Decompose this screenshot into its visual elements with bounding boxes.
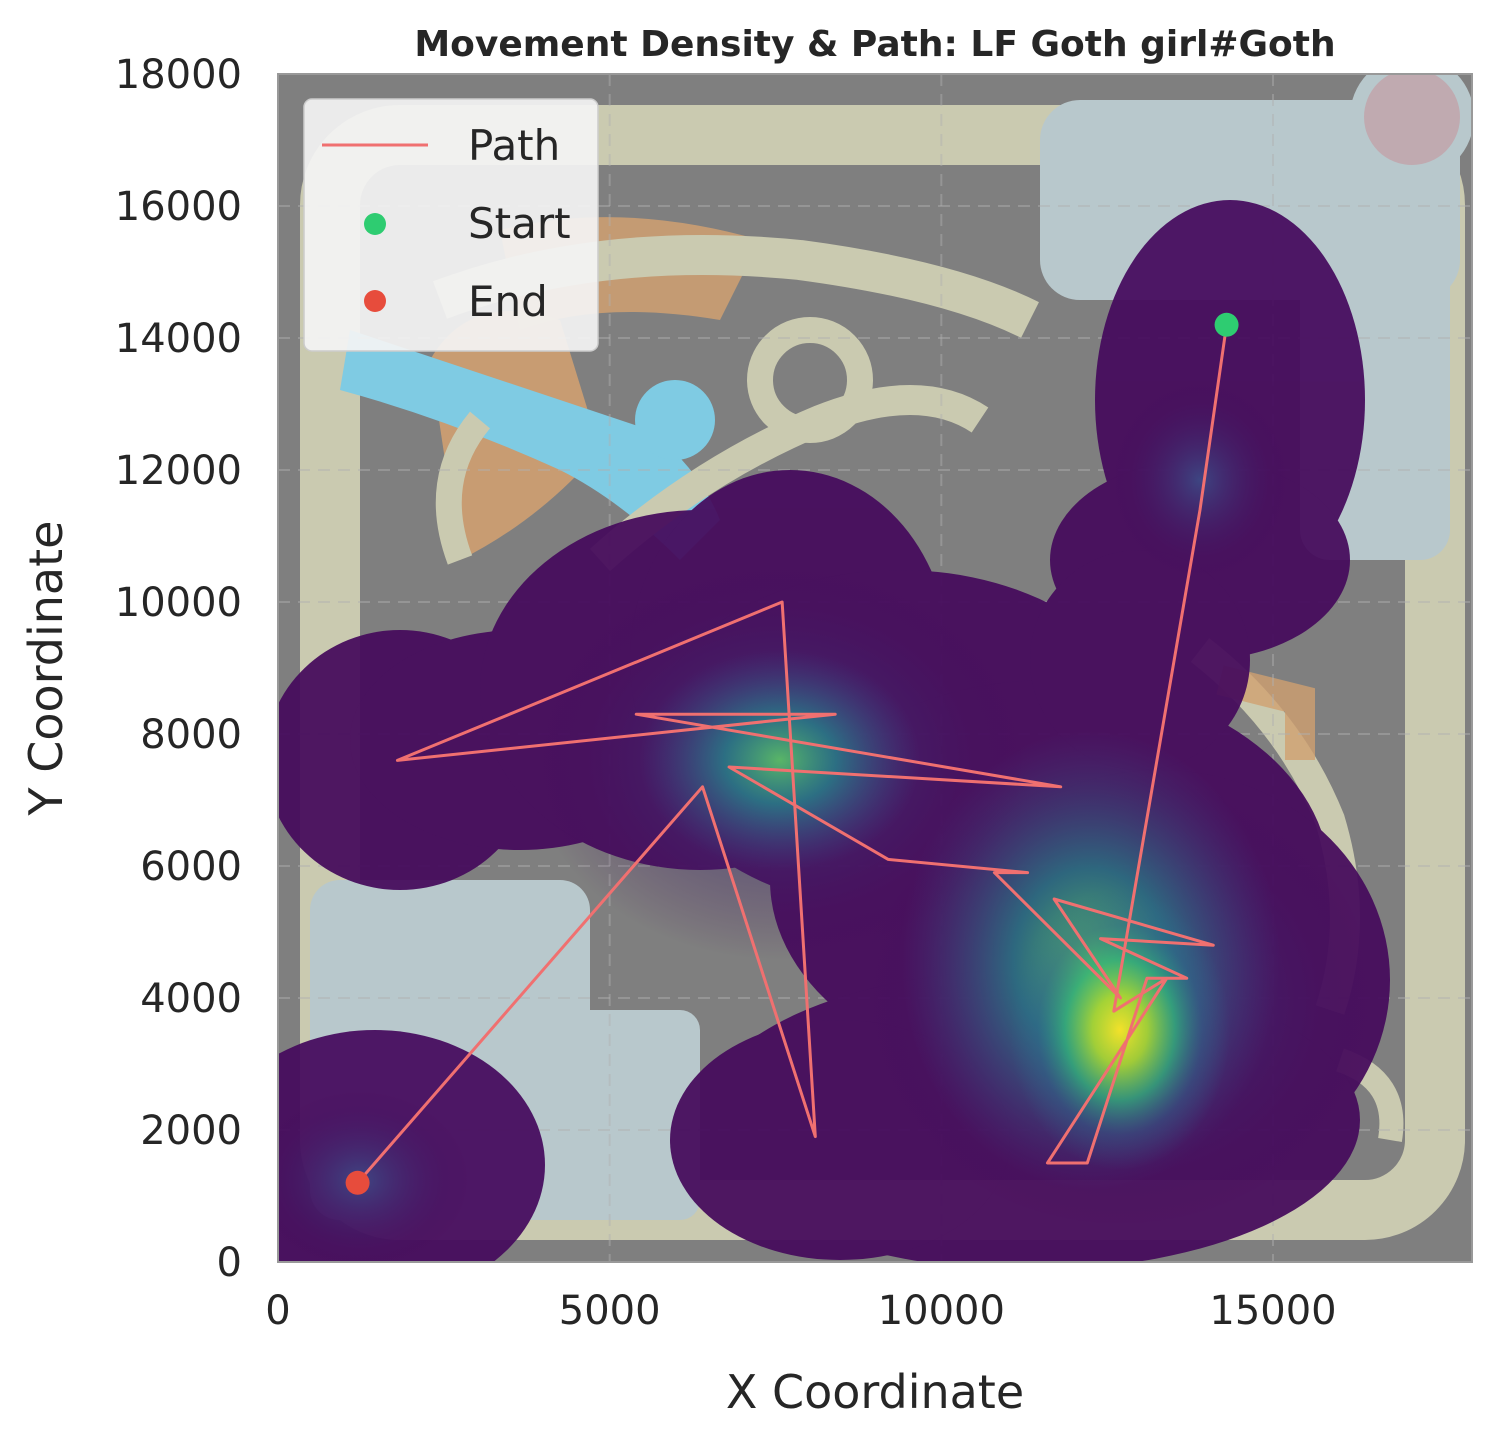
x-tick-label: 10000 [878, 1288, 1005, 1334]
y-tick-label: 0 [217, 1240, 242, 1286]
y-tick-label: 10000 [115, 580, 242, 626]
y-tick-label: 2000 [140, 1108, 242, 1154]
y-tick-label: 4000 [140, 976, 242, 1022]
legend-start-label: Start [468, 199, 571, 248]
density-overlay [278, 200, 1390, 1262]
path-layer [345, 312, 1239, 1195]
legend: Path Start End [303, 98, 599, 352]
plot-frame [277, 73, 1473, 1263]
y-tick-label: 16000 [115, 184, 242, 230]
legend-end-label: End [468, 277, 548, 326]
legend-end-swatch [364, 290, 386, 312]
x-tick-label: 5000 [559, 1288, 661, 1334]
y-tick-labels: 0 2000 4000 6000 8000 10000 12000 14000 16000 180… [115, 52, 242, 1286]
start-marker [1214, 312, 1239, 337]
chart-title: Movement Density & Path: LF Goth girl#Go… [414, 24, 1335, 65]
y-tick-label: 6000 [140, 844, 242, 890]
x-tick-labels: 0 5000 10000 15000 [265, 1288, 1336, 1334]
x-tick-label: 15000 [1209, 1288, 1336, 1334]
y-tick-label: 14000 [115, 316, 242, 362]
end-marker [345, 1170, 370, 1195]
y-axis-label: Y Coordinate [19, 521, 73, 817]
x-axis-label: X Coordinate [726, 1365, 1024, 1419]
y-tick-label: 8000 [140, 712, 242, 758]
y-tick-label: 12000 [115, 448, 242, 494]
path-line [356, 324, 1229, 1184]
x-tick-label: 0 [265, 1288, 290, 1334]
legend-path-label: Path [468, 121, 560, 170]
legend-start-swatch [364, 213, 386, 235]
legend-box [303, 98, 599, 352]
y-tick-label: 18000 [115, 52, 242, 98]
